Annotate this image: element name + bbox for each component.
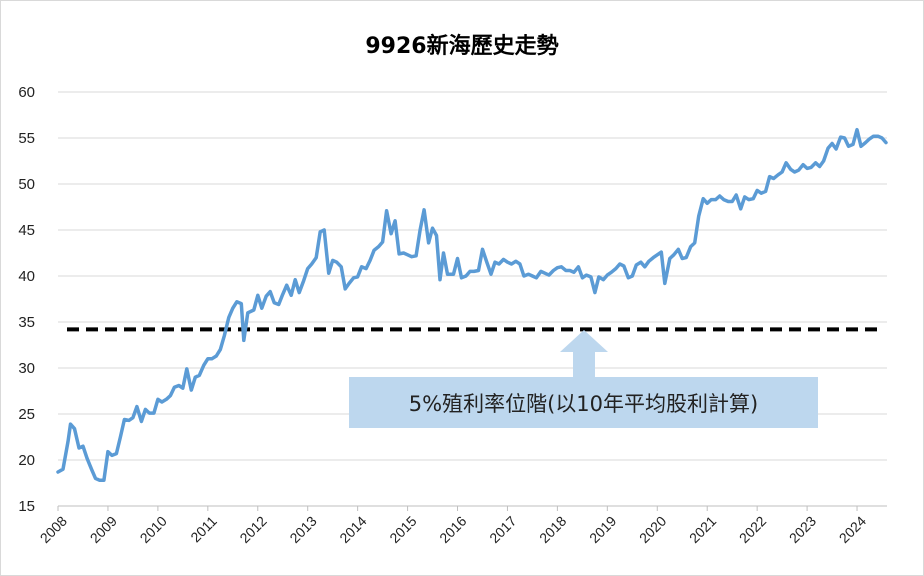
x-tick-label: 2008 (37, 513, 70, 546)
x-tick-label: 2011 (187, 513, 220, 546)
y-tick-label: 25 (18, 406, 35, 423)
x-tick-label: 2023 (786, 513, 819, 546)
y-tick-label: 45 (18, 222, 35, 239)
x-tick-label: 2015 (386, 513, 419, 546)
y-tick-label: 15 (18, 498, 35, 515)
y-tick-label: 20 (18, 452, 35, 469)
chart-title: 9926新海歷史走勢 (365, 34, 559, 59)
y-tick-label: 50 (18, 176, 35, 193)
x-tick-label: 2014 (336, 513, 369, 546)
x-tick-label: 2010 (137, 513, 170, 546)
y-tick-label: 40 (18, 268, 35, 285)
price-series-line (56, 127, 888, 482)
x-tick-label: 2019 (586, 513, 619, 546)
x-tick-label: 2016 (436, 513, 469, 546)
x-tick-label: 2022 (736, 513, 769, 546)
callout-arrow (560, 330, 608, 377)
x-tick-label: 2013 (286, 513, 319, 546)
y-tick-label: 30 (18, 360, 35, 377)
y-tick-label: 35 (18, 314, 35, 331)
x-tick-label: 2018 (536, 513, 569, 546)
x-tick-label: 2020 (636, 513, 669, 546)
y-tick-label: 60 (18, 84, 35, 101)
x-tick-label: 2024 (836, 513, 869, 546)
x-tick-label: 2021 (686, 513, 719, 546)
x-tick-label: 2012 (236, 513, 269, 546)
callout-box (349, 377, 818, 428)
x-axis-ticks: 2008 2009 2010 2011 2012 2013 2014 2015 2016 2017… (37, 506, 869, 546)
x-tick-label: 2017 (486, 513, 519, 546)
y-axis-ticks: 15 20 25 30 35 40 45 50 55 60 (18, 84, 35, 515)
x-tick-label: 2009 (87, 513, 120, 546)
callout-text: 5%殖利率位階(以10年平均股利計算) (408, 392, 759, 416)
grid-lines (58, 91, 887, 461)
y-tick-label: 55 (18, 130, 35, 147)
